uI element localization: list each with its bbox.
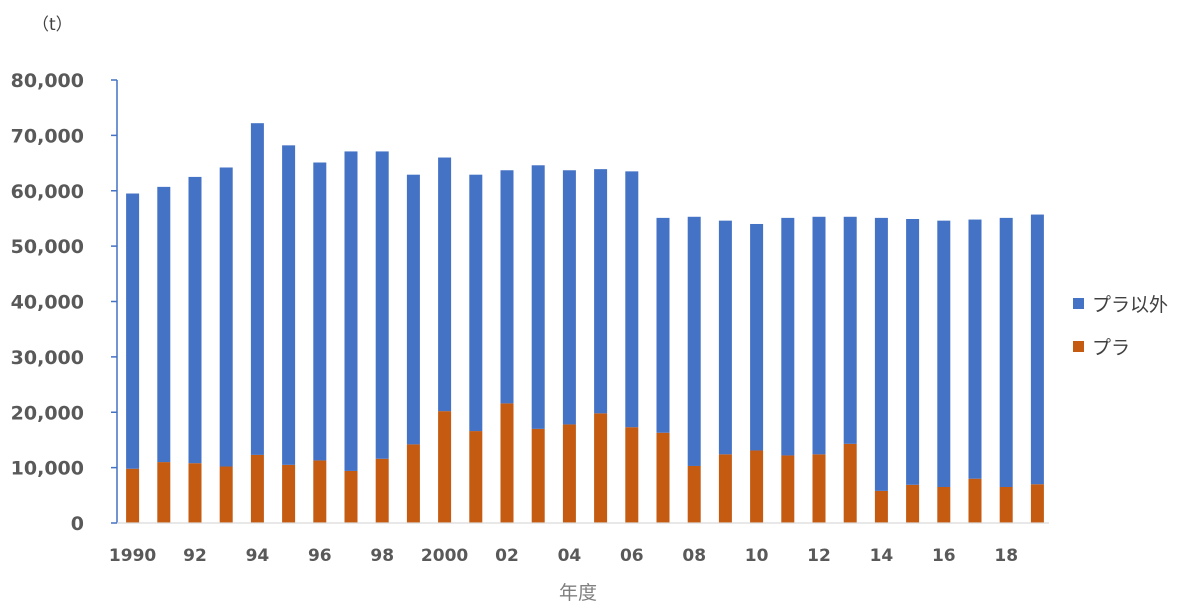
bar-non-plastic-06 xyxy=(625,171,639,428)
bar-plastic-17 xyxy=(968,478,982,523)
bars xyxy=(126,123,1044,523)
x-tick-label: 04 xyxy=(558,546,582,566)
bar-non-plastic-99 xyxy=(406,174,420,445)
bar-plastic-03 xyxy=(531,428,545,523)
bar-non-plastic-98 xyxy=(375,151,389,459)
x-tick-label: 92 xyxy=(183,546,207,566)
y-tick-label: 30,000 xyxy=(11,347,84,369)
bar-plastic-97 xyxy=(344,470,358,523)
y-axis-ticks xyxy=(111,79,117,524)
bar-plastic-19 xyxy=(1030,484,1044,523)
bar-non-plastic-07 xyxy=(656,217,670,433)
y-tick-label: 10,000 xyxy=(11,458,84,480)
x-tick-label: 1990 xyxy=(109,546,156,566)
bar-plastic-1990 xyxy=(126,468,140,523)
bar-plastic-02 xyxy=(500,403,514,523)
x-tick-label: 2000 xyxy=(421,546,468,566)
bar-non-plastic-05 xyxy=(594,169,608,414)
x-tick-label: 02 xyxy=(495,546,519,566)
y-tick-label: 70,000 xyxy=(11,125,84,147)
y-tick-label: 0 xyxy=(71,513,84,535)
x-tick-label: 18 xyxy=(994,546,1018,566)
y-axis-labels: 0 10,000 20,000 30,000 40,000 50,000 60,000 70,… xyxy=(11,70,84,535)
bar-non-plastic-04 xyxy=(562,170,576,425)
bar-non-plastic-2000 xyxy=(438,157,452,412)
y-tick-label: 40,000 xyxy=(11,292,84,314)
bar-non-plastic-93 xyxy=(219,167,233,467)
bar-non-plastic-92 xyxy=(188,176,202,464)
bar-plastic-95 xyxy=(282,464,296,523)
y-tick-label: 50,000 xyxy=(11,236,84,258)
bar-plastic-04 xyxy=(562,424,576,523)
bar-non-plastic-15 xyxy=(906,218,920,485)
bar-plastic-05 xyxy=(594,413,608,523)
bar-plastic-06 xyxy=(625,427,639,523)
x-tick-label: 06 xyxy=(620,546,644,566)
bar-non-plastic-13 xyxy=(843,216,857,444)
x-tick-label: 96 xyxy=(308,546,332,566)
x-axis-label: 年度 xyxy=(559,582,597,604)
bar-non-plastic-96 xyxy=(313,162,327,461)
bar-plastic-18 xyxy=(999,487,1013,523)
bar-non-plastic-11 xyxy=(781,217,795,456)
bar-non-plastic-95 xyxy=(282,145,296,465)
bar-plastic-96 xyxy=(313,460,327,523)
bar-non-plastic-19 xyxy=(1030,214,1044,485)
bar-plastic-14 xyxy=(874,490,888,523)
bar-plastic-13 xyxy=(843,443,857,523)
bar-plastic-08 xyxy=(687,465,701,523)
bar-plastic-16 xyxy=(937,487,951,523)
y-tick-label: 60,000 xyxy=(11,181,84,203)
unit-label: （t） xyxy=(32,15,73,35)
bar-non-plastic-12 xyxy=(812,216,826,455)
x-tick-label: 10 xyxy=(745,546,769,566)
bar-non-plastic-14 xyxy=(874,217,888,491)
legend-label-plastic: プラ xyxy=(1092,337,1130,359)
y-tick-label: 80,000 xyxy=(11,70,84,92)
bar-non-plastic-91 xyxy=(157,186,171,463)
x-tick-label: 94 xyxy=(246,546,270,566)
bar-non-plastic-17 xyxy=(968,219,982,479)
bar-plastic-07 xyxy=(656,432,670,523)
bar-non-plastic-08 xyxy=(687,216,701,466)
bar-non-plastic-01 xyxy=(469,174,483,432)
bar-plastic-93 xyxy=(219,466,233,523)
bar-plastic-15 xyxy=(906,484,920,523)
x-tick-label: 98 xyxy=(370,546,394,566)
bar-plastic-92 xyxy=(188,463,202,523)
bar-non-plastic-94 xyxy=(250,123,264,455)
bar-non-plastic-10 xyxy=(750,223,764,451)
bar-plastic-94 xyxy=(250,454,264,523)
x-tick-label: 16 xyxy=(932,546,956,566)
x-tick-label: 12 xyxy=(807,546,831,566)
bar-non-plastic-1990 xyxy=(126,193,140,469)
bar-non-plastic-18 xyxy=(999,217,1013,487)
bar-plastic-99 xyxy=(406,444,420,523)
bar-plastic-01 xyxy=(469,431,483,523)
bar-non-plastic-09 xyxy=(718,220,732,455)
legend-swatch-non-plastic xyxy=(1073,298,1084,309)
x-axis-labels: 1990 92 94 96 98 2000 02 04 06 08 10 12 14 16 18 xyxy=(109,546,1018,566)
bar-non-plastic-02 xyxy=(500,170,514,404)
x-tick-label: 14 xyxy=(870,546,894,566)
legend-label-non-plastic: プラ以外 xyxy=(1092,294,1168,316)
bar-plastic-10 xyxy=(750,450,764,523)
bar-non-plastic-03 xyxy=(531,165,545,429)
legend-swatch-plastic xyxy=(1073,341,1084,352)
bar-non-plastic-16 xyxy=(937,220,951,487)
legend: プラ以外 プラ xyxy=(1073,294,1168,359)
x-tick-label: 08 xyxy=(682,546,706,566)
bar-plastic-09 xyxy=(718,454,732,523)
y-tick-label: 20,000 xyxy=(11,402,84,424)
bar-plastic-91 xyxy=(157,462,171,523)
bar-plastic-2000 xyxy=(438,411,452,523)
bar-non-plastic-97 xyxy=(344,151,358,471)
bar-plastic-12 xyxy=(812,454,826,523)
bar-plastic-11 xyxy=(781,455,795,523)
bar-plastic-98 xyxy=(375,458,389,523)
